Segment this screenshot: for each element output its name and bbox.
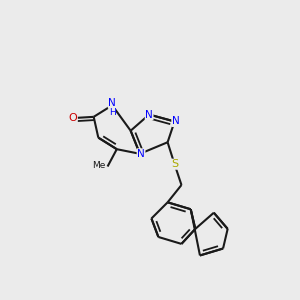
Text: O: O: [68, 113, 77, 123]
Text: N: N: [108, 98, 116, 108]
Text: N: N: [137, 149, 145, 159]
Text: N: N: [145, 110, 153, 119]
Text: H: H: [109, 108, 116, 117]
Text: Me: Me: [92, 161, 105, 170]
Text: S: S: [171, 159, 178, 169]
Text: N: N: [172, 116, 180, 127]
